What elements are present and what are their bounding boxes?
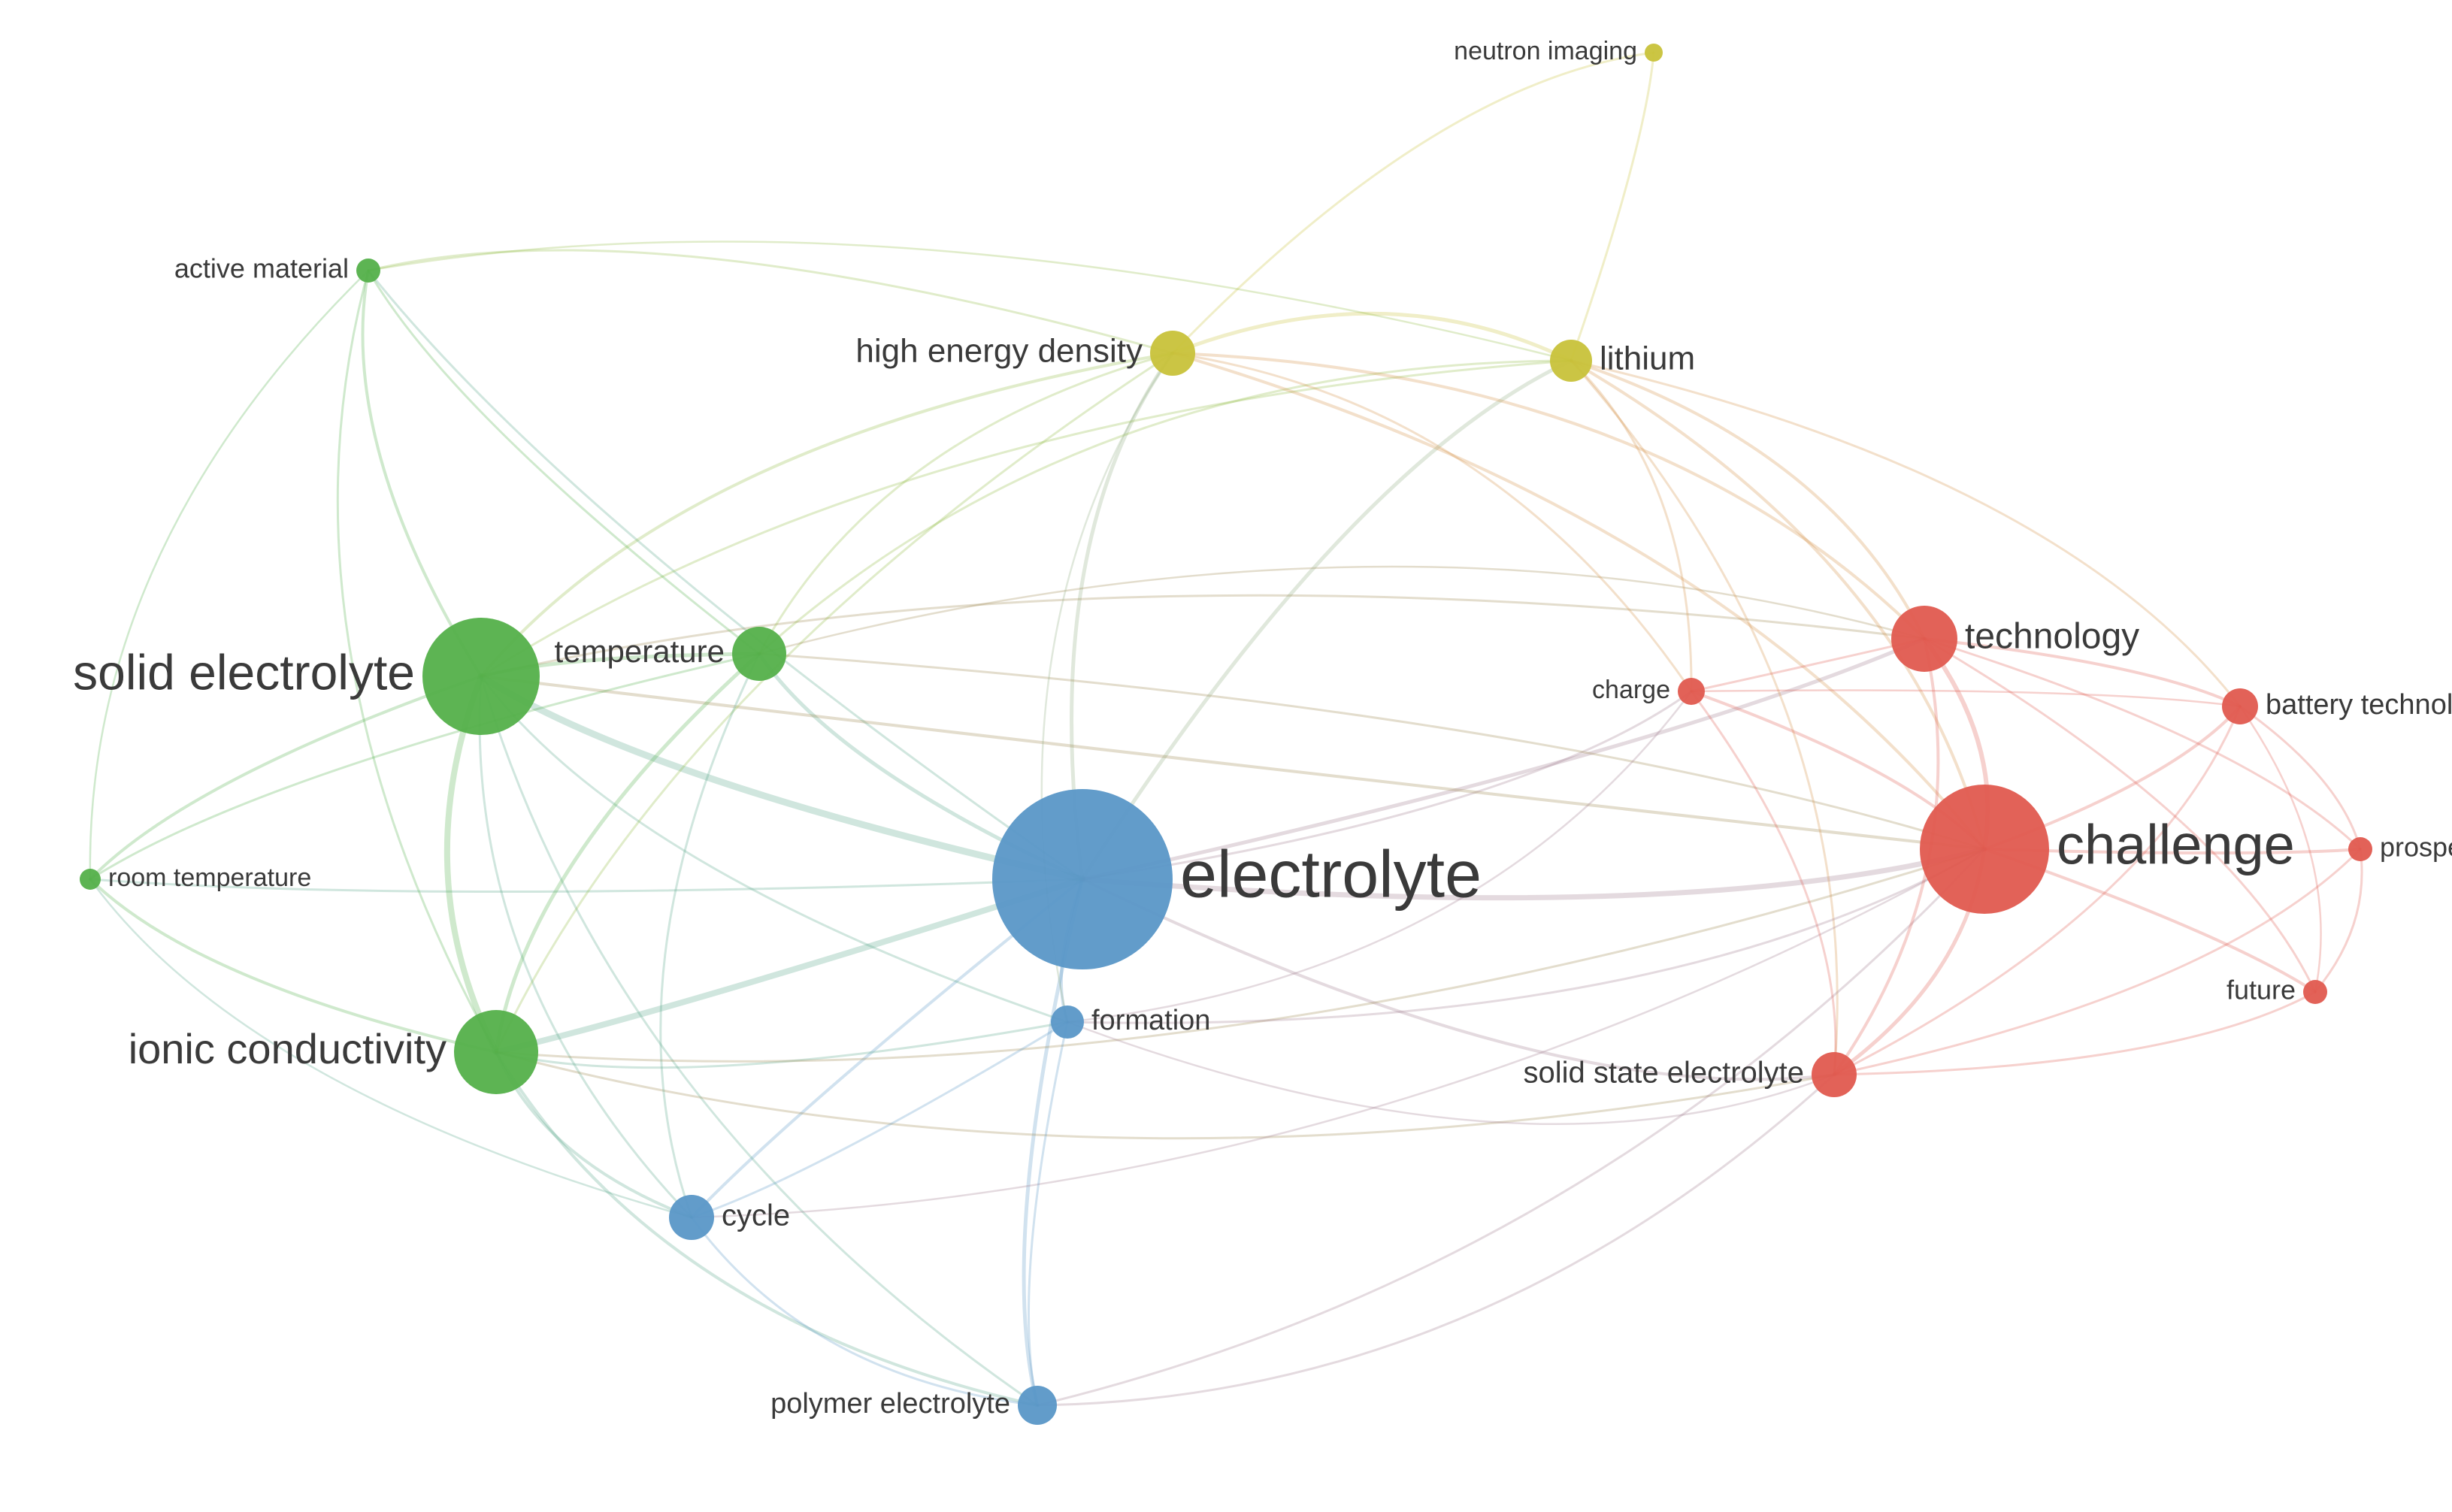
network-graph: electrolyteformationcyclepolymer electro… [0,0,2452,1512]
node-cycle[interactable] [669,1195,714,1240]
edge [368,250,1173,353]
edge [2240,706,2360,849]
node-label-technology: technology [1965,617,2139,657]
node-technology[interactable] [1891,606,1957,672]
node-solid_electrolyte[interactable] [422,618,540,735]
edge [496,1052,1834,1139]
edge [496,1052,1037,1405]
node-electrolyte[interactable] [992,789,1173,969]
node-battery_technology[interactable] [2222,688,2258,724]
edge [1082,639,1924,879]
node-label-ionic_conductivity: ionic conductivity [129,1025,447,1072]
node-ionic_conductivity[interactable] [454,1010,538,1094]
edge [362,271,481,676]
edge [90,879,692,1217]
node-label-charge: charge [1592,676,1670,704]
node-neutron_imaging[interactable] [1645,44,1663,62]
labels-layer: electrolyteformationcyclepolymer electro… [73,37,2452,1420]
edge [759,361,1571,654]
edge [1834,706,2240,1075]
edge [1037,1075,1834,1405]
node-label-future: future [2226,975,2296,1005]
node-room_temperature[interactable] [80,869,101,890]
edge [1173,53,1654,353]
node-lithium[interactable] [1550,340,1592,382]
edge [1571,361,1691,691]
edge [2240,706,2321,992]
edge [496,849,1984,1061]
node-solid_state_electrolyte[interactable] [1812,1052,1857,1097]
edge [481,676,1082,879]
node-label-battery_technology: battery technology [2266,689,2452,721]
edge [90,676,481,879]
node-formation[interactable] [1051,1005,1084,1039]
node-future[interactable] [2303,980,2327,1004]
edge [368,271,759,654]
edge [1028,1022,1067,1405]
edge [759,567,1924,654]
edge [1173,313,1571,361]
edge [1037,849,1984,1405]
node-label-prospect: prospect [2380,832,2452,863]
edge [1067,1022,1834,1124]
edge [1571,53,1654,361]
node-active_material[interactable] [356,259,380,283]
edge [481,595,1924,676]
edge [1173,353,1984,849]
node-challenge[interactable] [1920,785,2049,914]
edge [1834,849,2360,1075]
edge [481,353,1173,676]
edges-layer [90,53,2362,1405]
edge [496,879,1082,1052]
node-prospect[interactable] [2348,837,2372,861]
edge [90,271,368,879]
node-label-temperature: temperature [555,634,725,669]
node-label-active_material: active material [174,253,349,284]
edge [90,879,1082,892]
node-label-solid_electrolyte: solid electrolyte [73,644,415,700]
node-high_energy_density[interactable] [1150,331,1195,376]
edge [692,1217,1037,1405]
edge [368,271,1082,879]
node-charge[interactable] [1678,678,1705,705]
edge [1082,361,1571,879]
nodes-layer [80,44,2372,1425]
edge [1834,992,2315,1075]
node-label-polymer_electrolyte: polymer electrolyte [770,1388,1010,1420]
edge [90,879,496,1052]
node-label-challenge: challenge [2057,814,2295,876]
edge [481,676,1067,1022]
node-polymer_electrolyte[interactable] [1018,1386,1057,1425]
node-label-high_energy_density: high energy density [855,333,1143,370]
edge [1924,639,2240,706]
node-temperature[interactable] [732,627,786,681]
